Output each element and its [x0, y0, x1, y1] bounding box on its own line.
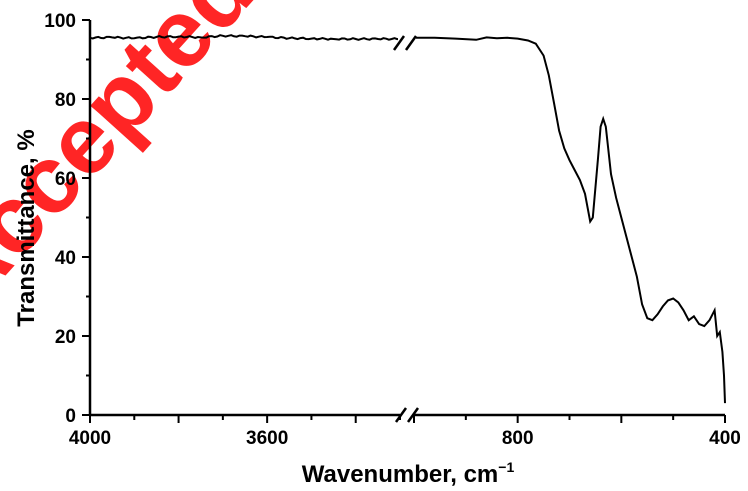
y-axis-title: Transmittance, % [13, 129, 40, 326]
y-tick-label: 80 [55, 90, 76, 111]
x-tick-label: 400 [709, 428, 741, 449]
x-axis-ticks: 4000 3600 800 400 [69, 415, 741, 449]
y-tick-label: 40 [55, 248, 76, 269]
x-tick-label: 3600 [246, 428, 288, 449]
y-tick-label: 20 [55, 327, 76, 348]
x-axis-title-text: Wavenumber, cm [302, 461, 499, 488]
series-line-segment-2 [414, 36, 726, 404]
series-line-segment-1 [89, 34, 401, 41]
x-axis-title-sup: −1 [498, 459, 514, 475]
series-group [89, 34, 726, 404]
axis-break-top [392, 32, 418, 54]
y-axis-ticks: 0 20 40 60 80 100 [44, 11, 90, 427]
y-tick-label: 60 [55, 169, 76, 190]
x-tick-label: 800 [502, 428, 534, 449]
y-tick-label: 100 [44, 11, 76, 32]
watermark-text: Accepted [0, 0, 275, 329]
x-axis-title: Wavenumber, cm−1 [302, 459, 515, 488]
y-tick-label: 0 [65, 406, 76, 427]
x-tick-label: 4000 [69, 428, 111, 449]
watermark: Accepted [0, 0, 275, 329]
